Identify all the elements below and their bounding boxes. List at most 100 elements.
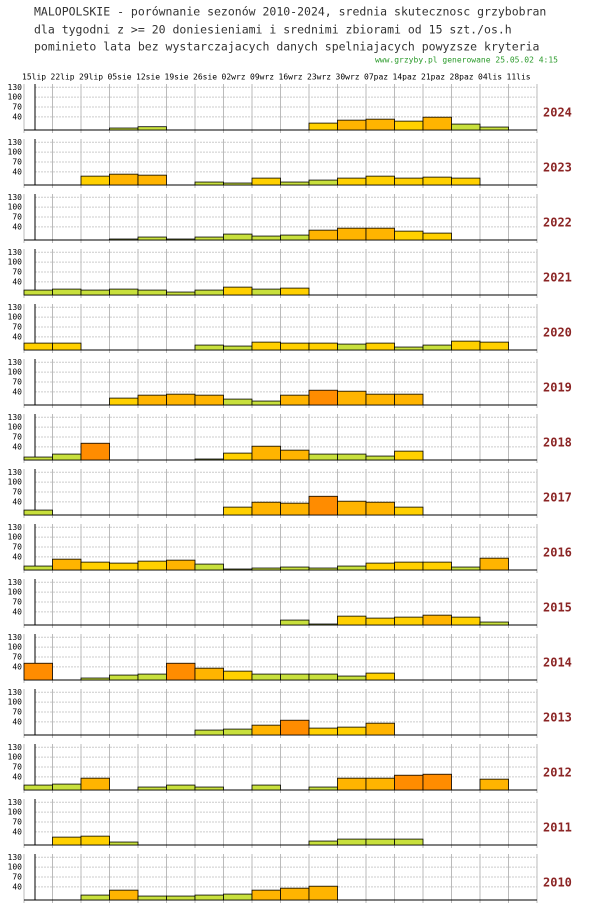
x-tick-label: 21paz bbox=[421, 73, 445, 82]
bar bbox=[194, 729, 224, 736]
bar bbox=[52, 288, 82, 296]
bar bbox=[308, 453, 338, 461]
bar bbox=[80, 894, 110, 901]
bar bbox=[280, 887, 310, 901]
year-label: 2021 bbox=[543, 271, 572, 285]
bar bbox=[308, 885, 338, 901]
y-tick-label: 40 bbox=[12, 772, 22, 781]
year-label: 2020 bbox=[543, 326, 572, 340]
bar bbox=[23, 662, 53, 681]
y-tick-label: 70 bbox=[12, 213, 22, 222]
x-tick-label: 26sie bbox=[193, 73, 217, 82]
bar bbox=[451, 177, 481, 186]
bar bbox=[337, 615, 367, 626]
bar bbox=[80, 677, 110, 681]
bar bbox=[251, 784, 281, 791]
y-tick-label: 130 bbox=[8, 303, 23, 312]
bar bbox=[223, 506, 253, 516]
bar bbox=[223, 233, 253, 241]
y-tick-label: 100 bbox=[8, 808, 23, 817]
y-tick-label: 70 bbox=[12, 268, 22, 277]
bar bbox=[109, 397, 139, 406]
y-tick-label: 40 bbox=[12, 717, 22, 726]
y-tick-label: 130 bbox=[8, 578, 23, 587]
x-tick-label: 16wrz bbox=[279, 73, 303, 82]
y-tick-label: 70 bbox=[12, 158, 22, 167]
year-label: 2013 bbox=[543, 711, 572, 725]
bar bbox=[365, 617, 395, 626]
bar bbox=[394, 120, 424, 131]
bar bbox=[308, 179, 338, 186]
x-tick-label: 02wrz bbox=[222, 73, 246, 82]
bar bbox=[23, 509, 53, 516]
y-tick-label: 100 bbox=[8, 698, 23, 707]
bar bbox=[52, 453, 82, 461]
bar bbox=[80, 442, 110, 461]
y-tick-label: 130 bbox=[8, 193, 23, 202]
bar bbox=[422, 561, 452, 571]
y-tick-label: 100 bbox=[8, 478, 23, 487]
bar bbox=[223, 568, 253, 571]
bar bbox=[394, 346, 424, 351]
y-tick-label: 70 bbox=[12, 543, 22, 552]
y-tick-label: 70 bbox=[12, 818, 22, 827]
bar bbox=[394, 506, 424, 516]
y-tick-label: 130 bbox=[8, 798, 23, 807]
bar bbox=[223, 345, 253, 351]
y-tick-label: 70 bbox=[12, 323, 22, 332]
bar bbox=[280, 394, 310, 406]
year-label: 2015 bbox=[543, 601, 572, 615]
y-tick-label: 40 bbox=[12, 277, 22, 286]
bar bbox=[23, 342, 53, 351]
bar bbox=[308, 229, 338, 241]
bar bbox=[194, 667, 224, 681]
bar bbox=[109, 288, 139, 296]
title-line: pominieto lata bez wystarczajacych danyc… bbox=[34, 40, 539, 54]
y-tick-label: 40 bbox=[12, 827, 22, 836]
y-tick-label: 130 bbox=[8, 358, 23, 367]
bar bbox=[137, 673, 167, 681]
bar bbox=[109, 238, 139, 241]
bar bbox=[365, 501, 395, 516]
bar bbox=[365, 118, 395, 131]
bar bbox=[365, 227, 395, 241]
year-label: 2016 bbox=[543, 546, 572, 560]
bar bbox=[280, 449, 310, 461]
bar bbox=[280, 181, 310, 186]
bar bbox=[23, 456, 53, 461]
bar bbox=[308, 673, 338, 681]
y-tick-label: 40 bbox=[12, 552, 22, 561]
bar bbox=[308, 495, 338, 516]
y-tick-label: 130 bbox=[8, 853, 23, 862]
x-tick-label: 04lis bbox=[478, 73, 502, 82]
bar bbox=[166, 662, 196, 681]
bar bbox=[308, 567, 338, 571]
bar bbox=[394, 393, 424, 406]
bar bbox=[280, 342, 310, 351]
bar bbox=[194, 458, 224, 461]
bar bbox=[394, 616, 424, 626]
bar bbox=[365, 672, 395, 681]
bar bbox=[394, 230, 424, 241]
x-tick-label: 28paz bbox=[450, 73, 474, 82]
y-tick-label: 100 bbox=[8, 203, 23, 212]
y-tick-label: 130 bbox=[8, 743, 23, 752]
bar bbox=[251, 235, 281, 241]
bar bbox=[109, 889, 139, 901]
source: www.grzyby.pl generowane 25.05.02 4:15 bbox=[375, 56, 558, 65]
bar bbox=[479, 778, 509, 791]
bar bbox=[337, 227, 367, 241]
year-label: 2024 bbox=[543, 106, 572, 120]
y-tick-label: 70 bbox=[12, 598, 22, 607]
y-tick-label: 100 bbox=[8, 258, 23, 267]
bar bbox=[337, 343, 367, 351]
bar bbox=[251, 177, 281, 186]
bar bbox=[479, 621, 509, 626]
bar bbox=[394, 177, 424, 186]
bar bbox=[223, 670, 253, 681]
bar bbox=[137, 236, 167, 241]
bar bbox=[394, 838, 424, 846]
bar bbox=[194, 289, 224, 296]
bar bbox=[223, 452, 253, 461]
bar bbox=[337, 453, 367, 461]
